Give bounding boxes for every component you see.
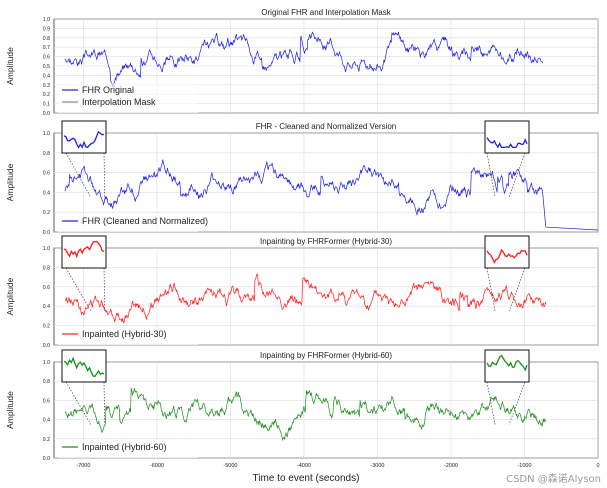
y-tick-label: 0.9 xyxy=(43,26,50,32)
y-tick-label: 0.6 xyxy=(43,55,50,61)
zoom-inset xyxy=(484,235,530,269)
y-tick-label: 0.4 xyxy=(43,304,50,310)
y-tick-label: 0.0 xyxy=(43,230,50,236)
x-axis-label: Time to event (seconds) xyxy=(253,473,360,484)
chart-title: Inpainting by FHRFormer (Hybrid-60) xyxy=(260,351,392,360)
y-tick-label: 0.5 xyxy=(43,64,50,70)
y-tick-label: 0.2 xyxy=(43,324,50,330)
y-tick-label: 0.2 xyxy=(43,210,50,216)
y-tick-label: 0.6 xyxy=(43,285,50,291)
y-tick-label: 0.6 xyxy=(43,171,50,177)
zoom-connector xyxy=(486,267,496,312)
zoom-connector xyxy=(103,381,106,425)
zoom-connector xyxy=(103,267,106,312)
chart-title: FHR - Cleaned and Normalized Version xyxy=(256,122,397,131)
zoom-connector xyxy=(486,381,496,425)
zoom-inset xyxy=(484,120,530,154)
legend-box xyxy=(58,214,198,232)
y-tick-label: 0.0 xyxy=(43,456,50,462)
series-line xyxy=(64,273,547,324)
y-tick-label: 0.4 xyxy=(43,73,50,79)
zoom-inset xyxy=(61,349,107,383)
x-tick-label: -2000 xyxy=(444,463,458,469)
y-axis-label: Amplitude xyxy=(5,47,15,85)
x-tick-label: -6000 xyxy=(150,463,164,469)
y-axis-label: Amplitude xyxy=(5,391,15,429)
zoom-inset xyxy=(61,235,107,269)
x-tick-label: -3000 xyxy=(370,463,384,469)
y-tick-label: 0.2 xyxy=(43,92,50,98)
y-tick-label: 0.0 xyxy=(43,343,50,349)
x-tick-label: 0 xyxy=(596,463,599,469)
legend-label: Inpainted (Hybrid-30) xyxy=(82,329,167,339)
chart-title: Original FHR and Interpolation Mask xyxy=(261,8,391,17)
zoom-line xyxy=(63,240,105,259)
y-tick-label: 0.8 xyxy=(43,36,50,42)
zoom-inset xyxy=(61,120,107,154)
y-tick-label: 0.3 xyxy=(43,83,50,89)
x-tick-label: -7000 xyxy=(76,463,90,469)
y-tick-label: 0.7 xyxy=(43,45,50,51)
y-tick-label: 0.1 xyxy=(43,102,50,108)
zoom-line xyxy=(486,137,528,149)
y-tick-label: 1.0 xyxy=(43,246,50,252)
x-tick-label: -5000 xyxy=(223,463,237,469)
y-tick-label: 1.0 xyxy=(43,17,50,23)
y-tick-label: 0.4 xyxy=(43,190,50,196)
zoom-connector xyxy=(65,267,92,312)
y-tick-label: 0.8 xyxy=(43,265,50,271)
legend-label: Interpolation Mask xyxy=(82,97,156,107)
y-tick-label: 0.8 xyxy=(43,151,50,157)
zoom-connector xyxy=(65,152,92,198)
y-axis-label: Amplitude xyxy=(5,277,15,315)
y-axis-label: Amplitude xyxy=(5,163,15,201)
legend-label: FHR Original xyxy=(82,85,134,95)
zoom-line xyxy=(486,248,528,264)
zoom-connector xyxy=(65,381,92,425)
zoom-line xyxy=(486,354,528,372)
x-tick-label: -4000 xyxy=(297,463,311,469)
legend-label: FHR (Cleaned and Normalized) xyxy=(82,216,208,226)
x-tick-label: -1000 xyxy=(517,463,531,469)
zoom-inset xyxy=(484,349,530,383)
watermark: CSDN @森诺Alyson xyxy=(506,474,601,485)
y-tick-label: 1.0 xyxy=(43,131,50,137)
y-tick-label: 1.0 xyxy=(43,360,50,366)
legend-box xyxy=(58,83,198,113)
y-tick-label: 0.2 xyxy=(43,437,50,443)
series-line xyxy=(64,31,544,87)
series-line xyxy=(64,387,547,442)
series-line xyxy=(64,159,599,231)
y-tick-label: 0.6 xyxy=(43,398,50,404)
zoom-connector xyxy=(103,152,106,198)
y-tick-label: 0.8 xyxy=(43,379,50,385)
legend-label: Inpainted (Hybrid-60) xyxy=(82,442,167,452)
zoom-connector xyxy=(508,152,526,198)
y-tick-label: 0.4 xyxy=(43,418,50,424)
chart-title: Inpainting by FHRFormer (Hybrid-30) xyxy=(260,237,392,246)
y-tick-label: 0.0 xyxy=(43,111,50,117)
zoom-line xyxy=(63,130,105,149)
legend-box xyxy=(58,327,198,345)
legend-box xyxy=(58,440,198,458)
zoom-line xyxy=(63,356,105,378)
